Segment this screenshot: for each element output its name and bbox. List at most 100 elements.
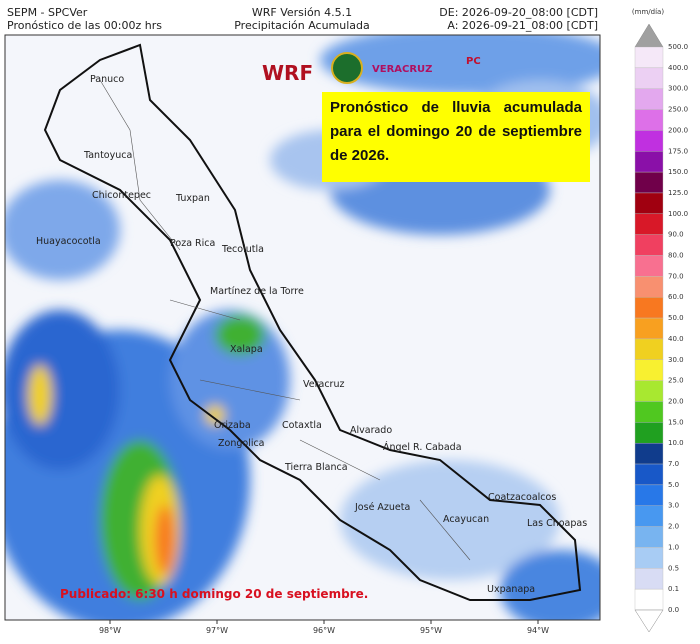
city-label: Coatzacoalcos xyxy=(488,492,556,503)
map-frame xyxy=(4,34,601,621)
colorbar-label: 40.0 xyxy=(668,335,684,343)
city-label: Tuxpan xyxy=(175,193,210,204)
colorbar-swatch xyxy=(634,109,664,131)
longitude-axis: 98°W 97°W 96°W 95°W 94°W xyxy=(99,620,549,635)
city-label: Tantoyuca xyxy=(83,150,132,161)
colorbar-label: 3.0 xyxy=(668,502,679,510)
colorbar-unit: (mm/día) xyxy=(632,8,664,16)
colorbar-label: 200.0 xyxy=(668,126,688,134)
colorbar-swatch xyxy=(634,380,664,402)
colorbar-label: 150.0 xyxy=(668,168,688,176)
city-label: Poza Rica xyxy=(170,238,215,249)
colorbar-swatch xyxy=(634,276,664,298)
city-label: Las Choapas xyxy=(527,518,587,529)
city-label: José Azueta xyxy=(354,502,410,513)
colorbar-swatch xyxy=(634,547,664,569)
lon-label: 96°W xyxy=(313,626,335,635)
colorbar-label: 300.0 xyxy=(668,85,688,93)
colorbar-swatch xyxy=(634,422,664,444)
colorbar-swatch xyxy=(634,151,664,173)
colorbar-label: 0.1 xyxy=(668,585,679,593)
colorbar-arrow-top xyxy=(634,23,664,48)
city-label: Xalapa xyxy=(230,344,263,355)
state-emblem xyxy=(331,52,363,84)
colorbar-label: 15.0 xyxy=(668,418,684,426)
colorbar-label: 175.0 xyxy=(668,147,688,155)
city-label: Alvarado xyxy=(350,425,392,436)
colorbar-swatch xyxy=(634,171,664,194)
header-run: Pronóstico de las 00:00z hrs xyxy=(7,19,162,32)
colorbar-label: 2.0 xyxy=(668,523,679,531)
colorbar-label: 5.0 xyxy=(668,481,679,489)
colorbar-swatch xyxy=(634,484,664,506)
colorbar-swatch xyxy=(634,213,664,235)
header-org: SEPM - SPCVer xyxy=(7,6,88,19)
colorbar-label: 70.0 xyxy=(668,272,684,280)
wrf-logo: WRF xyxy=(262,61,313,85)
colorbar-swatch xyxy=(634,297,664,319)
colorbar-label: 50.0 xyxy=(668,314,684,322)
pc-logo: PC xyxy=(466,56,481,67)
lon-label: 97°W xyxy=(206,626,228,635)
state-logo: VERACRUZ xyxy=(372,64,432,75)
colorbar-label: 250.0 xyxy=(668,106,688,114)
colorbar-swatch xyxy=(634,255,664,277)
colorbar-swatch xyxy=(634,359,664,381)
city-label: Orizaba xyxy=(214,420,251,431)
city-label: Cotaxtla xyxy=(282,420,322,431)
colorbar-swatch xyxy=(634,88,664,110)
city-label: Tierra Blanca xyxy=(284,462,348,473)
city-label: Panuco xyxy=(90,74,124,85)
colorbar-label: 400.0 xyxy=(668,64,688,72)
colorbar: 500.0 400.0 300.0 250.0 200.0 175.0 150.0 125.0… xyxy=(634,23,688,633)
colorbar-swatch xyxy=(634,442,664,465)
colorbar-swatch xyxy=(634,130,664,152)
city-label: Ángel R. Cabada xyxy=(383,441,462,453)
colorbar-swatch xyxy=(634,568,664,590)
colorbar-label: 500.0 xyxy=(668,43,688,51)
colorbar-label: 60.0 xyxy=(668,293,684,301)
colorbar-swatch xyxy=(634,234,664,256)
colorbar-label: 20.0 xyxy=(668,397,684,405)
lon-label: 98°W xyxy=(99,626,121,635)
header-product: Precipitación Acumulada xyxy=(234,19,370,32)
colorbar-arrow-bottom xyxy=(634,609,664,633)
colorbar-swatch xyxy=(634,192,664,215)
city-label: Chicontepec xyxy=(92,190,151,201)
colorbar-label: 125.0 xyxy=(668,189,688,197)
colorbar-label: 100.0 xyxy=(668,210,688,218)
forecast-callout: Pronóstico de lluvia acumulada para el d… xyxy=(322,92,590,182)
colorbar-label: 0.0 xyxy=(668,606,679,614)
city-label: Zongolica xyxy=(218,438,265,449)
colorbar-swatch xyxy=(634,401,664,423)
published-note: Publicado: 6:30 h domingo 20 de septiemb… xyxy=(60,587,368,601)
header-model: WRF Versión 4.5.1 xyxy=(252,6,352,19)
colorbar-swatch xyxy=(634,526,664,548)
colorbar-label: 90.0 xyxy=(668,231,684,239)
colorbar-label: 10.0 xyxy=(668,439,684,447)
colorbar-swatch xyxy=(634,505,664,527)
header-from: DE: 2026-09-20_08:00 [CDT] xyxy=(439,6,598,19)
city-label: Huayacocotla xyxy=(36,236,101,247)
colorbar-swatch xyxy=(634,338,664,360)
colorbar-swatch xyxy=(634,317,664,340)
lon-label: 95°W xyxy=(420,626,442,635)
colorbar-label: 7.0 xyxy=(668,460,679,468)
colorbar-label: 0.5 xyxy=(668,564,679,572)
colorbar-label: 25.0 xyxy=(668,377,684,385)
colorbar-label: 80.0 xyxy=(668,252,684,260)
header-to: A: 2026-09-21_08:00 [CDT] xyxy=(447,19,598,32)
city-label: Tecolutla xyxy=(221,244,264,255)
city-label: Acayucan xyxy=(443,514,489,525)
city-label: Uxpanapa xyxy=(487,584,535,595)
lon-label: 94°W xyxy=(527,626,549,635)
colorbar-swatch xyxy=(634,463,664,486)
city-label: Veracruz xyxy=(303,379,344,390)
colorbar-swatch xyxy=(634,588,664,611)
city-label: Martínez de la Torre xyxy=(210,286,304,297)
colorbar-swatch xyxy=(634,67,664,89)
colorbar-label: 1.0 xyxy=(668,543,679,551)
colorbar-swatch xyxy=(634,46,664,69)
colorbar-label: 30.0 xyxy=(668,356,684,364)
